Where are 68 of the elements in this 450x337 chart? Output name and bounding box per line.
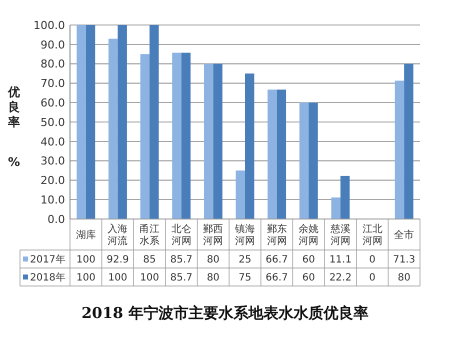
data-label: 0 xyxy=(369,254,376,266)
x-tick-label: 镇海河网 xyxy=(234,223,255,247)
text: 2018 年宁波市主要水系地表水水质优良率 xyxy=(82,304,368,322)
data-label: 100 xyxy=(76,254,96,266)
data-label: 66.7 xyxy=(266,254,288,266)
data-label: 66.7 xyxy=(266,272,288,284)
y-tick-label: 100.0 xyxy=(34,18,65,32)
bar xyxy=(299,102,309,219)
bar xyxy=(213,64,222,219)
data-label: 25 xyxy=(238,254,252,266)
bar xyxy=(181,52,191,219)
data-label: 85.7 xyxy=(170,272,192,284)
data-label: 11.1 xyxy=(329,254,352,266)
bar xyxy=(276,90,286,219)
bar xyxy=(308,102,318,219)
y-tick-label: 70.0 xyxy=(40,77,65,90)
y-tick-label: 20.0 xyxy=(40,174,65,188)
data-label: 0 xyxy=(369,272,376,284)
y-tick-label: 80.0 xyxy=(40,58,65,71)
y-tick-label: 60.0 xyxy=(40,96,65,110)
x-tick-label: 甬江水系 xyxy=(140,223,160,247)
legend-label: 2017年 xyxy=(30,254,66,266)
x-tick-label: 江北河网 xyxy=(362,223,382,247)
y-tick-label: 40.0 xyxy=(40,135,65,148)
x-tick-label: 鄞西河网 xyxy=(203,223,224,247)
y-tick-label: 30.0 xyxy=(40,154,65,168)
data-label: 100 xyxy=(76,272,96,284)
y-tick-label: 50.0 xyxy=(40,116,65,129)
data-label: 60 xyxy=(302,272,316,284)
bar xyxy=(118,25,127,219)
data-label: 85.7 xyxy=(170,254,192,266)
bar xyxy=(140,54,150,219)
data-label: 80 xyxy=(206,254,220,266)
x-tick-label: 全市 xyxy=(394,229,414,241)
bar xyxy=(236,170,245,219)
bar xyxy=(172,52,182,219)
legend-label: 2018年 xyxy=(30,272,66,284)
bar xyxy=(204,64,214,219)
data-label: 80 xyxy=(206,272,220,284)
x-tick-label: 北仑河网 xyxy=(171,223,192,247)
bar xyxy=(86,25,96,219)
data-label: 85 xyxy=(143,254,156,266)
y-tick-label: 90.0 xyxy=(40,38,65,52)
bar xyxy=(404,64,414,219)
data-label: 92.9 xyxy=(106,254,129,266)
bar xyxy=(108,38,118,219)
bar xyxy=(268,90,277,219)
data-label: 60 xyxy=(302,254,316,266)
x-tick-label: 余姚河网 xyxy=(298,223,319,247)
text: 优良率 % xyxy=(8,85,20,169)
bar xyxy=(245,74,254,219)
x-tick-label: 慈溪河网 xyxy=(329,223,350,247)
data-label: 22.2 xyxy=(329,272,352,284)
x-tick-label: 湖库 xyxy=(76,229,96,241)
bar xyxy=(331,197,340,219)
data-label: 75 xyxy=(238,272,252,284)
data-label: 80 xyxy=(398,272,410,284)
bar xyxy=(394,80,404,219)
y-tick-label: 0.0 xyxy=(48,212,65,226)
y-tick-label: 10.0 xyxy=(40,193,65,206)
bar xyxy=(340,176,350,219)
data-label: 100 xyxy=(140,272,160,284)
bar xyxy=(150,25,159,219)
x-tick-label: 入海河流 xyxy=(108,223,128,247)
data-label: 71.3 xyxy=(392,254,416,266)
bar xyxy=(76,25,86,219)
data-label: 100 xyxy=(108,272,128,284)
x-tick-label: 鄞东河网 xyxy=(266,223,287,247)
